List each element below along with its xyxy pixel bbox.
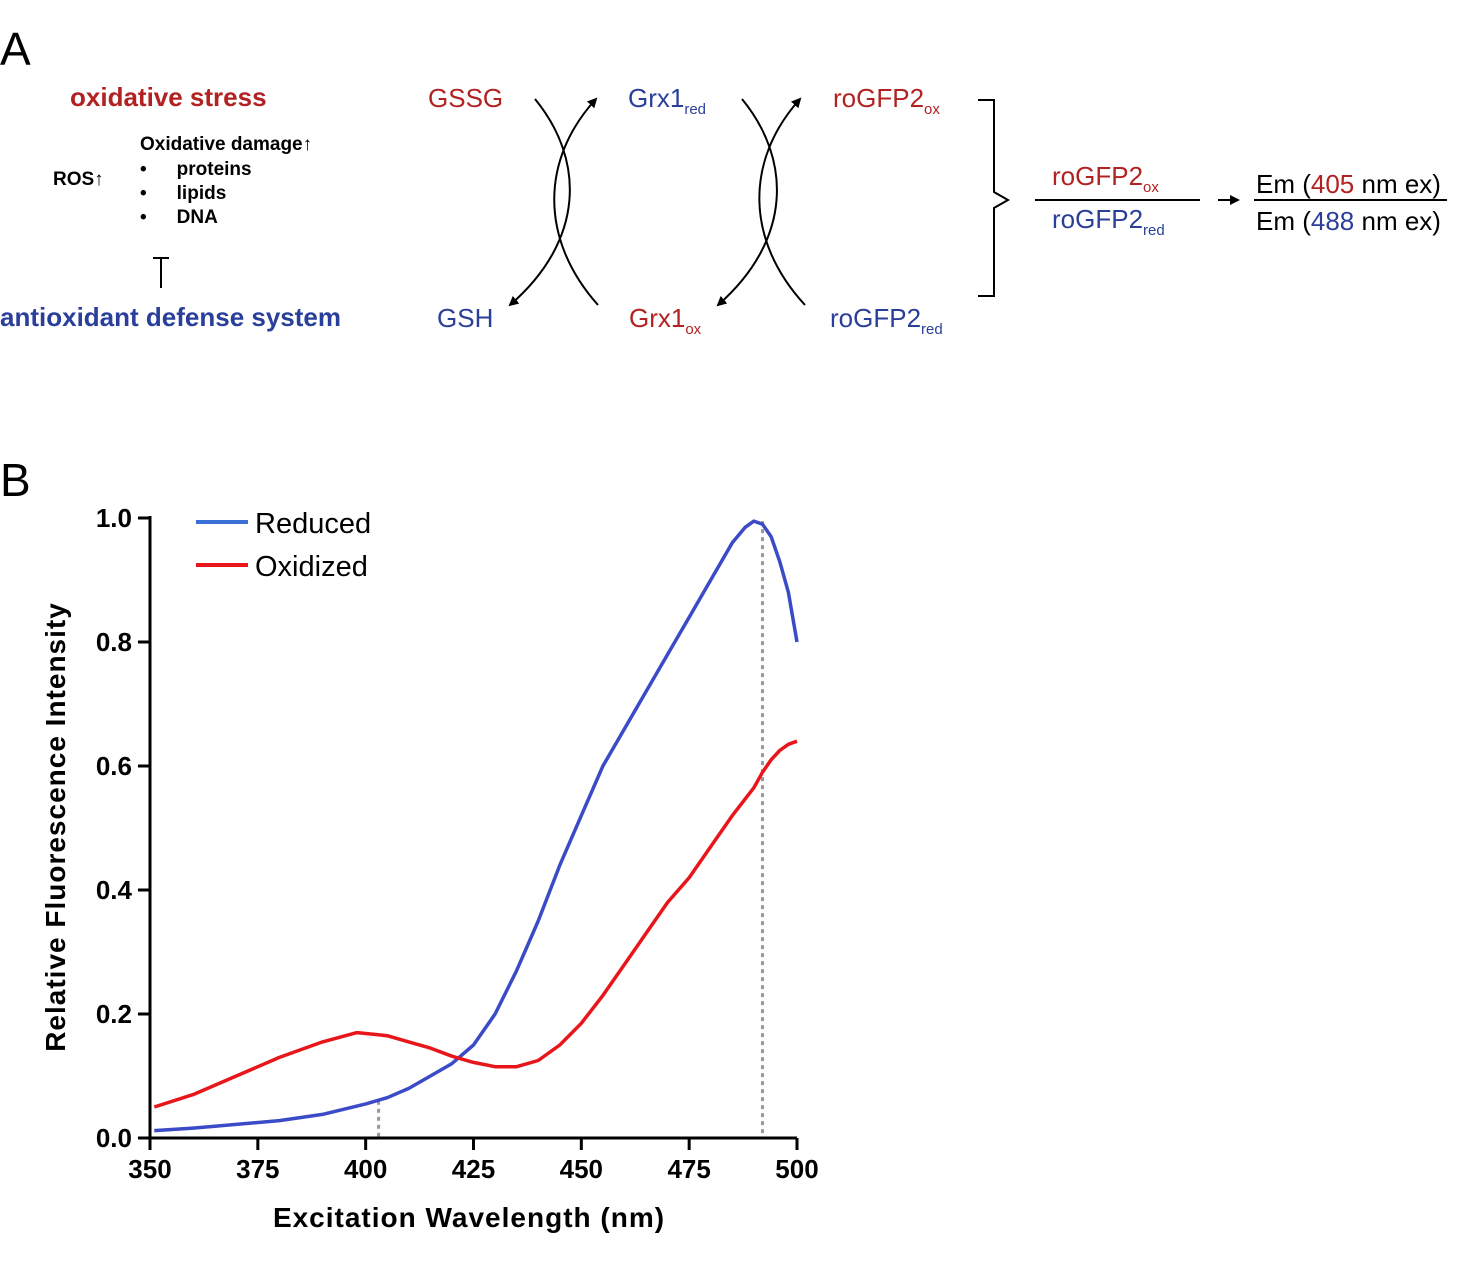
y-tick-label: 0.2 [96,999,132,1029]
grx1-ox-label: Grx1ox [629,303,701,338]
legend: Reduced Oxidized [196,508,371,583]
wavelength-488: 488 [1310,206,1355,236]
ros-label: ROS↑ [53,169,104,190]
arrow-grx1-to-gsh [508,98,571,307]
y-tick-label: 0.4 [96,875,133,905]
em-405-label: Em (405 nm ex) [1256,169,1441,200]
y-tick-label: 0.0 [96,1123,132,1153]
series-line-oxidized [153,739,798,1109]
x-tick-label: 450 [560,1154,603,1184]
ox-subscript: ox [1143,179,1159,196]
arrow-gsh-to-gssg [553,97,599,306]
damage-item: • DNA [140,207,218,228]
redox-diagram [153,97,1447,307]
series-line-reduced [154,519,799,1133]
red-subscript: red [684,101,707,118]
y-tick-label: 1.0 [96,503,132,533]
arrow-grx1-red-to-ox [716,98,778,307]
red-subscript: red [1143,222,1165,239]
x-tick-label: 375 [236,1154,279,1184]
axes [138,516,799,1150]
grx1-red-label: Grx1red [628,83,706,118]
panel-b-label: B [0,454,31,506]
ratio-denominator: roGFP2red [1052,204,1165,239]
y-tick-label: 0.6 [96,751,132,781]
oxidative-stress-label: oxidative stress [70,82,267,112]
series-layer [153,519,799,1133]
arrow-rogfp2-red-to-ox [758,97,806,306]
y-axis-title: Relative Fluorescence Intensity [40,602,71,1052]
damage-item-label: lipids [176,183,227,204]
x-tick-label: 500 [775,1154,818,1184]
x-tick-label: 425 [452,1154,495,1184]
x-tick-label: 475 [667,1154,710,1184]
wavelength-405: 405 [1310,169,1355,199]
reference-lines [377,521,764,1138]
rogfp2-red-label: roGFP2red [830,303,943,338]
oxidative-damage-title: Oxidative damage↑ [140,134,313,155]
gssg-label: GSSG [428,83,504,113]
em-488-label: Em (488 nm ex) [1256,206,1441,237]
grx1-text: Grx1 [629,303,686,333]
nm-ex-text: nm ex) [1354,206,1441,236]
x-tick-label: 400 [344,1154,387,1184]
tick-labels: 0.0 0.2 0.4 0.6 0.8 1.0 350 375 400 425 450 475 500 [96,503,819,1184]
panel-a-label: A [0,23,31,75]
rogfp2-text: roGFP2 [830,303,922,333]
damage-item: • proteins [140,159,252,180]
rogfp2-text: roGFP2 [1052,161,1144,191]
damage-item: • lipids [140,183,227,204]
damage-item-label: proteins [176,159,252,180]
em-text: Em ( [1256,206,1311,236]
antioxidant-defense-label: antioxidant defense system [0,302,341,332]
rogfp2-text: roGFP2 [833,83,925,113]
ratio-numerator: roGFP2ox [1052,161,1159,196]
nm-ex-text: nm ex) [1354,169,1441,199]
red-subscript: red [921,321,943,338]
brace [978,99,1011,297]
rogfp2-ox-label: roGFP2ox [833,83,940,118]
ox-subscript: ox [685,321,702,338]
x-tick-label: 350 [128,1154,171,1184]
em-text: Em ( [1256,169,1311,199]
x-axis-title: Excitation Wavelength (nm) [273,1202,665,1233]
legend-label-reduced: Reduced [255,508,371,540]
y-tick-label: 0.8 [96,627,132,657]
gsh-label: GSH [437,303,494,333]
grx1-text: Grx1 [628,83,685,113]
rogfp2-text: roGFP2 [1052,204,1144,234]
ox-subscript: ox [924,101,940,118]
legend-label-oxidized: Oxidized [255,551,368,583]
damage-item-label: DNA [176,207,218,228]
